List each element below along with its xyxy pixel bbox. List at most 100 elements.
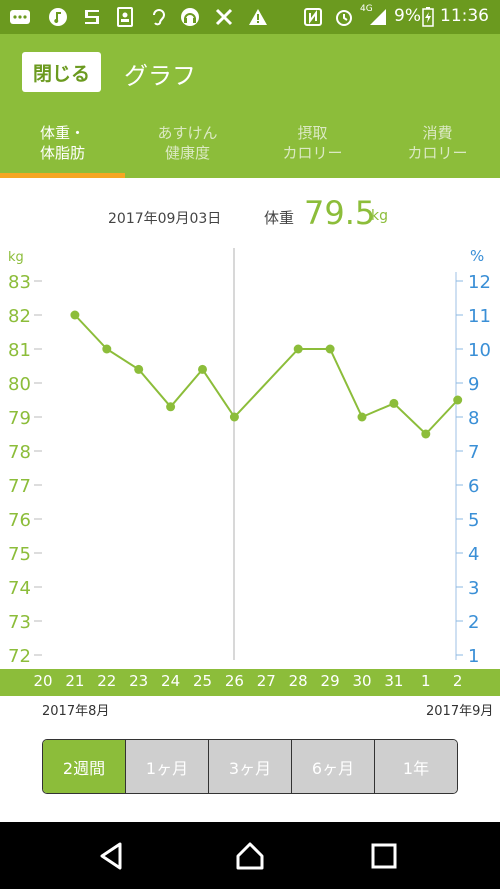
selected-point-info: 2017年09月03日 体重 79.5 kg [0,194,500,235]
y-tick-right: 5 [468,510,479,531]
y-tick-left: 76 [8,510,31,531]
x-tick-label: 29 [320,672,340,690]
y-tick-left: 72 [8,646,31,667]
y-tick-left: 77 [8,476,31,497]
navigation-bar [0,822,500,889]
y-tick-right: 7 [468,442,479,463]
y-tick-right: 3 [468,578,479,599]
tab-asken-health[interactable]: あすけん 健康度 [125,108,250,178]
data-point [166,402,176,412]
x-tick-label: 24 [161,672,181,690]
x-tick-label: 27 [256,672,276,690]
weight-line-chart[interactable]: kg %8382818079787776757473721211109876543… [0,240,500,670]
x-tick-label: 21 [65,672,85,690]
recents-icon[interactable] [368,840,400,872]
status-bar: 4G 9% 11:36 [0,0,500,34]
app-header: 閉じる グラフ [0,34,500,108]
data-point [229,412,239,422]
data-point [198,364,207,374]
y-tick-left: 73 [8,612,31,633]
y-tick-left: 78 [8,442,31,463]
clock: 11:36 [440,6,489,26]
data-point [70,310,80,320]
weight-value: 79.5 [304,194,376,232]
page-title: グラフ [124,62,196,90]
y-tick-right: 10 [468,340,491,361]
signal-icon [368,7,388,27]
data-point [325,344,335,354]
data-point [389,398,399,408]
x-tick-label: 31 [384,672,404,690]
tab-label-line1: あすけん [157,124,218,142]
nfc-icon [303,7,323,27]
warning-icon [248,7,268,27]
x-tick-label: 23 [129,672,149,690]
tab-weight-body-fat[interactable]: 体重・ 体脂肪 [0,108,125,178]
y-tick-left: 81 [8,340,31,361]
battery-percent: 9% [394,6,421,26]
y-tick-left: 80 [8,374,31,395]
x-tick-label: 25 [192,672,213,690]
s-app-icon [82,7,102,27]
back-icon[interactable] [96,840,128,872]
y-tick-right: 8 [468,408,479,429]
tab-label-line1: 消費 [422,124,453,142]
tab-calorie-intake[interactable]: 摂取 カロリー [250,108,375,178]
x-tick-label: 30 [352,672,372,690]
y-axis-right-unit: % [470,247,484,265]
y-tick-right: 11 [468,306,491,327]
x-tick-label: 20 [33,672,53,690]
data-point [134,364,144,374]
weight-unit: kg [371,208,388,224]
data-point [453,395,463,405]
y-tick-right: 12 [468,272,491,293]
data-point [293,344,303,354]
data-point [102,344,112,354]
network-type: 4G [360,4,373,14]
tab-bar: 体重・ 体脂肪 あすけん 健康度 摂取カロリー 消費カロリー [0,108,500,178]
tab-label-line1: 摂取 [297,124,328,142]
range-selector: 2週間 1ヶ月 3ヶ月 6ヶ月 1年 [42,739,458,794]
range-2weeks-button[interactable]: 2週間 [43,740,126,793]
y-tick-left: 82 [8,306,31,327]
tab-indicator [0,173,125,178]
battery-charging-icon [418,7,438,27]
y-tick-right: 9 [468,374,479,395]
music-note-icon [48,7,68,27]
x-tick-label: 28 [288,672,308,690]
selected-date: 2017年09月03日 [108,211,222,227]
y-tick-left: 79 [8,408,31,429]
x-tick-label: 26 [224,672,244,690]
tab-label-line2: カロリー [407,144,468,162]
y-tick-left: 74 [8,578,31,599]
tab-calorie-burned[interactable]: 消費 カロリー [375,108,500,178]
x-tick-label: 22 [97,672,117,690]
weight-label: 体重 [264,209,295,227]
y-tick-right: 2 [468,612,479,633]
contacts-icon [115,7,135,27]
tab-label-line2: カロリー [282,144,343,162]
weight-series-line [74,314,459,436]
y-axis-left-unit: kg [8,250,24,265]
y-tick-left: 83 [8,272,31,293]
more-icon [10,7,30,27]
data-point [421,429,431,439]
x-axis-strip: 20 21 22 23 24 25 26 27 28 29 30 31 1 2 [0,669,500,696]
month-label-left: 2017年8月 [42,704,110,719]
month-label-right: 2017年9月 [426,704,494,719]
x-tick-label: 2 [452,672,463,690]
close-button[interactable]: 閉じる [22,52,101,92]
range-1month-button[interactable]: 1ヶ月 [126,740,209,793]
range-3months-button[interactable]: 3ヶ月 [209,740,292,793]
home-icon[interactable] [234,840,266,872]
alarm-icon [334,7,354,27]
y-tick-left: 75 [8,544,31,565]
tab-label-line1: 体重・ [39,124,85,142]
range-1year-button[interactable]: 1年 [375,740,457,793]
hearing-icon [148,7,168,27]
y-tick-right: 1 [468,646,479,667]
y-tick-right: 6 [468,476,479,497]
tools-icon [214,7,234,27]
x-tick-label: 1 [421,672,431,690]
range-6months-button[interactable]: 6ヶ月 [292,740,375,793]
